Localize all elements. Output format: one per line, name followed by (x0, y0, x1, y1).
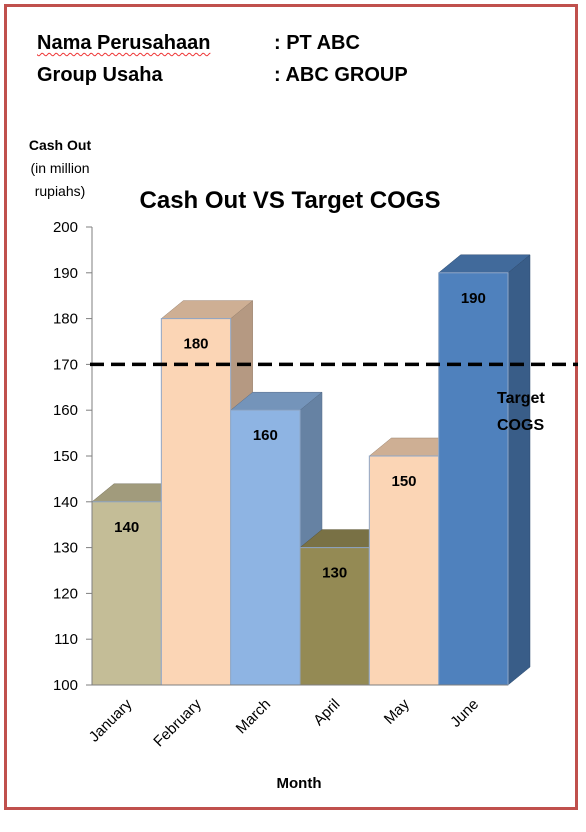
group-value: : ABC GROUP (274, 64, 408, 86)
bar-april (299, 547, 370, 686)
target-label-line-1: Target (497, 390, 545, 407)
y-tick-label: 140 (53, 494, 78, 511)
chart-title: Cash Out VS Target COGS (140, 187, 441, 214)
y-tick-label: 170 (53, 356, 78, 373)
company-label: Nama Perusahaan (37, 32, 211, 54)
x-tick-label: February (150, 695, 205, 750)
group-label: Group Usaha (37, 64, 163, 86)
data-label: 130 (322, 565, 347, 582)
y-tick-label: 100 (53, 677, 78, 694)
bar-march (230, 409, 301, 686)
y-tick-label: 190 (53, 265, 78, 282)
y-tick-label: 200 (53, 219, 78, 236)
chart-frame (4, 4, 578, 810)
data-label: 140 (114, 519, 139, 536)
x-axis-label: Month (277, 775, 322, 792)
bar-february (160, 318, 232, 686)
data-label: 190 (461, 290, 486, 307)
y-axis-label: Cash Out (in million rupiahs) (10, 134, 110, 203)
target-label-line-2: COGS (497, 417, 544, 434)
target-group: Target COGS (90, 362, 578, 434)
y-tick-label: 120 (53, 585, 78, 602)
y-tick-label: 110 (54, 631, 78, 648)
data-label: 180 (183, 336, 208, 353)
data-label: 150 (391, 473, 416, 490)
y-axis-label-line-3: rupiahs) (34, 183, 86, 199)
bar-may (368, 455, 440, 686)
bar-june (438, 272, 509, 686)
y-axis-label-line-1: Cash Out (28, 137, 92, 153)
bar-group: 140 180 160 130 150 190 (91, 254, 531, 686)
y-tick-label: 150 (53, 448, 78, 465)
data-label: 160 (253, 427, 278, 444)
x-tick-label: May (381, 695, 413, 727)
x-tick-label: June (447, 696, 482, 731)
company-value: : PT ABC (274, 32, 360, 54)
x-tick-label: April (310, 696, 343, 729)
x-tick-label: March (233, 696, 274, 737)
bar-side-face (507, 254, 531, 686)
y-tick-label: 180 (53, 311, 78, 328)
y-tick-label: 130 (53, 540, 78, 557)
y-axis-label-line-2: (in million (30, 160, 90, 176)
x-tick-label: January (86, 695, 136, 745)
y-tick-label: 160 (53, 402, 78, 419)
